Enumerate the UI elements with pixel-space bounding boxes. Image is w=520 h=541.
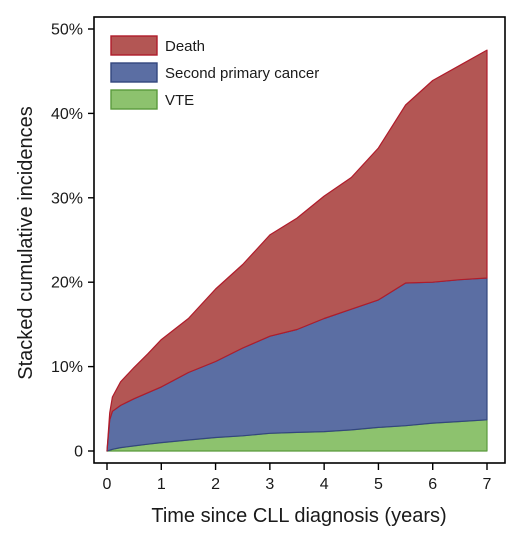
y-tick-label: 30% bbox=[51, 190, 83, 207]
x-tick-label: 2 bbox=[211, 476, 220, 493]
legend-swatch-vte bbox=[110, 89, 158, 110]
y-tick-label: 0 bbox=[74, 444, 83, 461]
y-tick-label: 50% bbox=[51, 22, 83, 39]
x-tick-label: 5 bbox=[374, 476, 383, 493]
area-death bbox=[106, 49, 488, 452]
x-tick-label: 0 bbox=[103, 476, 112, 493]
y-tick-label: 20% bbox=[51, 275, 83, 292]
y-tick-label: 40% bbox=[51, 106, 83, 123]
legend-swatch-death bbox=[110, 35, 158, 56]
area-series-group bbox=[106, 49, 488, 452]
x-axis-ticks: 0 1 2 3 4 5 6 7 bbox=[103, 463, 492, 493]
y-axis-ticks: 0 10% 20% 30% 40% 50% bbox=[51, 22, 94, 461]
x-tick-label: 7 bbox=[483, 476, 492, 493]
plot-frame bbox=[93, 16, 506, 464]
legend: Death Second primary cancer VTE bbox=[110, 35, 319, 110]
legend-label-vte: VTE bbox=[165, 92, 194, 109]
legend-label-death: Death bbox=[165, 38, 205, 55]
x-tick-label: 6 bbox=[428, 476, 437, 493]
y-axis-title: Stacked cumulative incidences bbox=[15, 106, 37, 379]
x-tick-label: 3 bbox=[265, 476, 274, 493]
x-tick-label: 1 bbox=[157, 476, 166, 493]
x-axis-title: Time since CLL diagnosis (years) bbox=[151, 505, 446, 527]
legend-swatch-second-primary-cancer bbox=[110, 62, 158, 83]
y-tick-label: 10% bbox=[51, 359, 83, 376]
x-tick-label: 4 bbox=[320, 476, 329, 493]
legend-label-second-primary-cancer: Second primary cancer bbox=[165, 65, 319, 82]
